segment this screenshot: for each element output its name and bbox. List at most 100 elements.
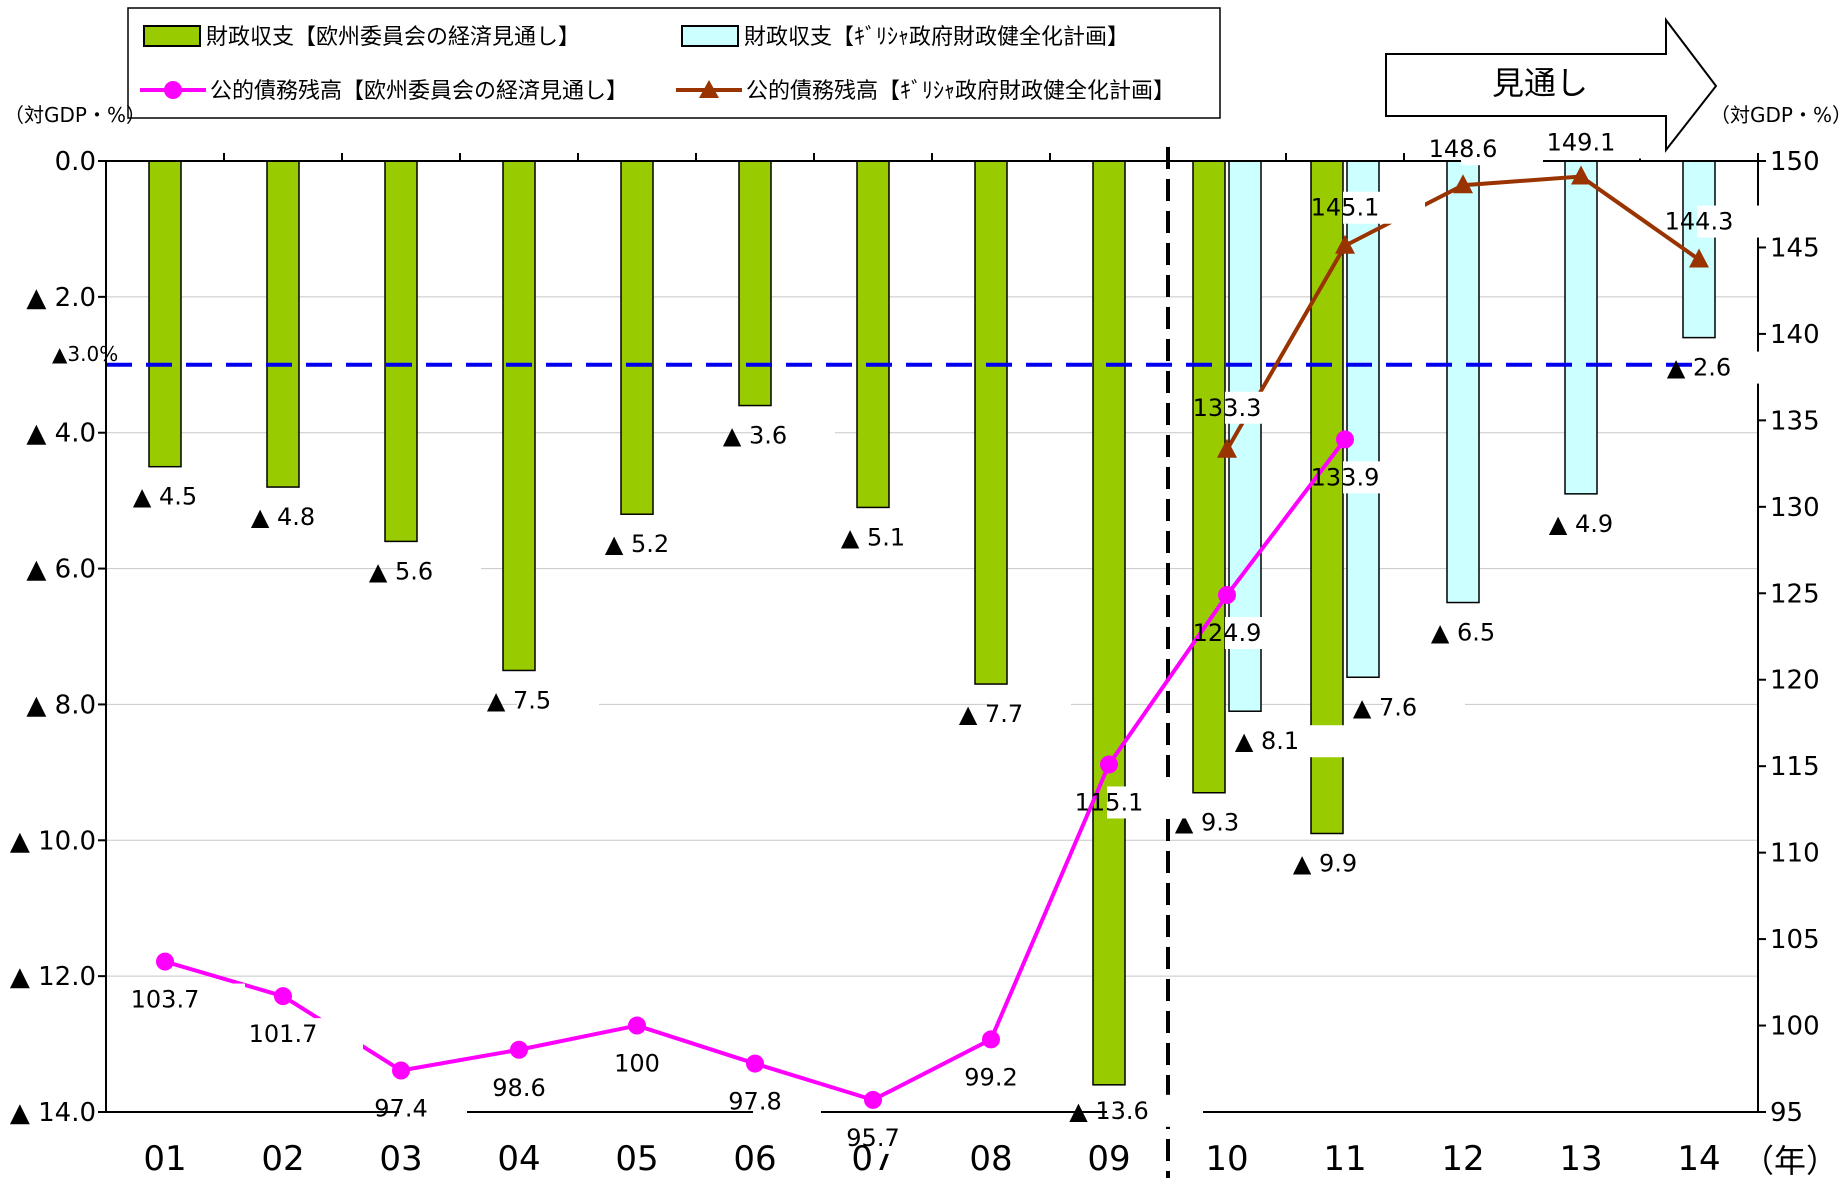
legend-frame [127,7,1221,119]
right-tick-label: 130 [1770,493,1820,523]
right-tick-label: 120 [1770,666,1820,696]
bar-label-14: ▲ 2.6 [1667,354,1731,382]
left-tick-label: 0.0 [55,147,96,177]
line-label-12-bg [1461,133,1543,166]
legend-label-line-gr: 公的債務残高【ｷﾞﾘｼｬ政府財政健全化計画】 [746,79,1175,104]
left-tick-label: ▲ 8.0 [26,690,96,720]
bar-label-02-bg [281,501,363,534]
point-eu [1336,430,1354,449]
bar-label-11: ▲ 9.9 [1293,849,1357,877]
legend-label-bar-eu: 財政収支【欧州委員会の経済見通し】 [206,25,580,50]
bar-label-10: ▲ 8.1 [1235,727,1299,755]
bar-label-04: ▲ 7.5 [487,686,551,714]
point-eu [864,1090,882,1109]
bar-eu-05 [620,160,654,515]
right-tick-label: 150 [1770,147,1820,177]
x-tick-label-06: 06 [733,1139,776,1178]
line-label-11: 145.1 [1311,194,1380,222]
line-label-10-bg [1225,391,1307,424]
bar-label-07: ▲ 5.1 [841,523,905,551]
line-label-07: 95.7 [846,1124,899,1152]
point-gr [1689,248,1709,268]
legend-label-bar-gr: 財政収支【ｷﾞﾘｼｬ政府財政健全化計画】 [744,25,1129,50]
line-label-03: 97.4 [374,1095,427,1123]
axes: 01 02 03 04 05 06 07 08 09 10 11 12 13 140.0▲ 2.0▲ 4.… [10,147,1820,1179]
bar-label-06: ▲ 3.6 [723,422,787,450]
bar-eu-01 [148,160,182,468]
bar-label-12-bg [1461,616,1543,649]
point-gr [1335,234,1355,254]
right-tick-label: 125 [1770,579,1820,609]
line-label-03-bg [399,1092,467,1125]
bar-gr-12 [1446,160,1480,604]
x-tick-label-05: 05 [615,1139,658,1178]
bar-eu-10 [1192,160,1226,794]
line-label-10: 124.9 [1193,619,1262,647]
bar-label-09: ▲ 13.6 [1069,1097,1149,1125]
x-tick-label-13: 13 [1559,1139,1602,1178]
bar-label-06-bg [753,419,835,452]
line-label-11: 133.9 [1311,463,1380,491]
bar-eu-08 [974,160,1008,685]
line-label-14: 144.3 [1665,208,1734,236]
bar-eu-02 [266,160,300,488]
x-tick-label-03: 03 [379,1139,422,1178]
left-tick-label: ▲ 4.0 [26,419,96,449]
x-tick-label-02: 02 [261,1139,304,1178]
point-gr [1571,165,1591,185]
line-label-11-bg [1343,191,1425,224]
right-tick-label: 140 [1770,320,1820,350]
right-tick-label: 135 [1770,406,1820,436]
bars [148,160,1716,1086]
legend-swatch-bar-eu [143,25,201,47]
line-label-09-bg [1107,786,1189,819]
x-tick-label-08: 08 [969,1139,1012,1178]
bar-label-10-bg [1265,725,1347,758]
left-axis-unit: （対GDP・%） [4,103,146,127]
line-label-05: 100 [614,1050,660,1078]
point-eu [392,1061,410,1080]
line-label-10-bg [1225,617,1307,650]
right-tick-label: 110 [1770,839,1820,869]
point-gr [1453,174,1473,194]
right-axis-unit: （対GDP・%） [1710,103,1840,127]
bar-label-14-bg [1697,351,1779,384]
data-labels: ▲ 4.5 ▲ 4.8 ▲ 5.6 ▲ 7.5 ▲ 5.2 ▲ 3.6 ▲ 5.1 ▲ 7.7… [131,126,1779,1154]
line-label-01-bg [163,983,245,1016]
point-eu [982,1030,1000,1049]
x-tick-label-12: 12 [1441,1139,1484,1178]
bar-eu-07 [856,160,890,509]
bar-label-09-bg [1107,1094,1203,1127]
legend-label-line-eu: 公的債務残高【欧州委員会の経済見通し】 [210,79,628,104]
right-tick-label: 145 [1770,233,1820,263]
x-tick-label-04: 04 [497,1139,540,1178]
point-eu [274,987,292,1006]
line-label-13: 149.1 [1547,129,1616,157]
bar-eu-06 [738,160,772,407]
line-label-06: 97.8 [728,1088,781,1116]
bar-label-08-bg [989,698,1071,731]
left-tick-label: ▲ 6.0 [26,555,96,585]
bar-label-13: ▲ 4.9 [1549,510,1613,538]
bar-label-03: ▲ 5.6 [369,557,433,585]
bar-gr-13 [1564,160,1598,495]
left-tick-label: ▲ 14.0 [10,1098,96,1128]
line-label-07-bg [871,1121,939,1154]
x-tick-label-01: 01 [143,1139,186,1178]
legend-marker-line-eu [164,81,182,99]
line-label-09: 115.1 [1075,788,1144,816]
year-suffix: （年） [1742,1142,1838,1178]
reference-layer [106,147,1758,1178]
bar-label-07-bg [871,521,953,554]
bar-label-11-bg [1323,847,1405,880]
left-tick-label: ▲ 12.0 [10,962,96,992]
point-eu [510,1040,528,1059]
legend: 財政収支【欧州委員会の経済見通し】 財政収支【ｷﾞﾘｼｬ政府財政健全化計画】 公… [127,7,1221,119]
x-tick-label-14: 14 [1677,1139,1720,1178]
forecast-arrow: 見通し [1385,17,1718,153]
bar-gr-11 [1346,160,1380,679]
point-eu [628,1016,646,1035]
right-tick-label: 105 [1770,925,1820,955]
